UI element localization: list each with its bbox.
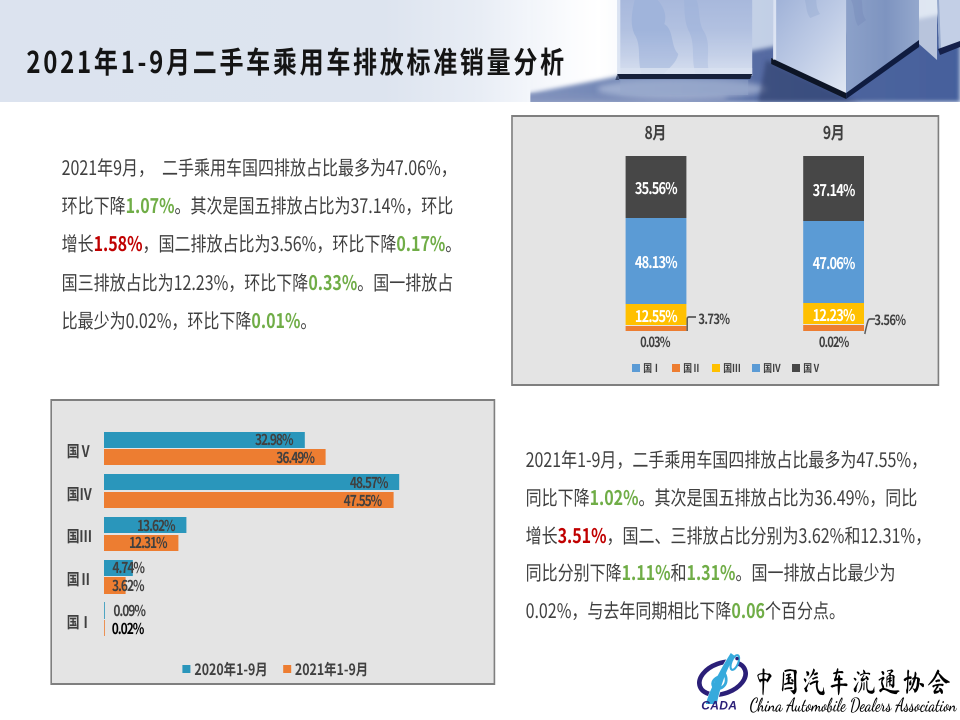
svg-text:CADA: CADA	[701, 699, 737, 713]
